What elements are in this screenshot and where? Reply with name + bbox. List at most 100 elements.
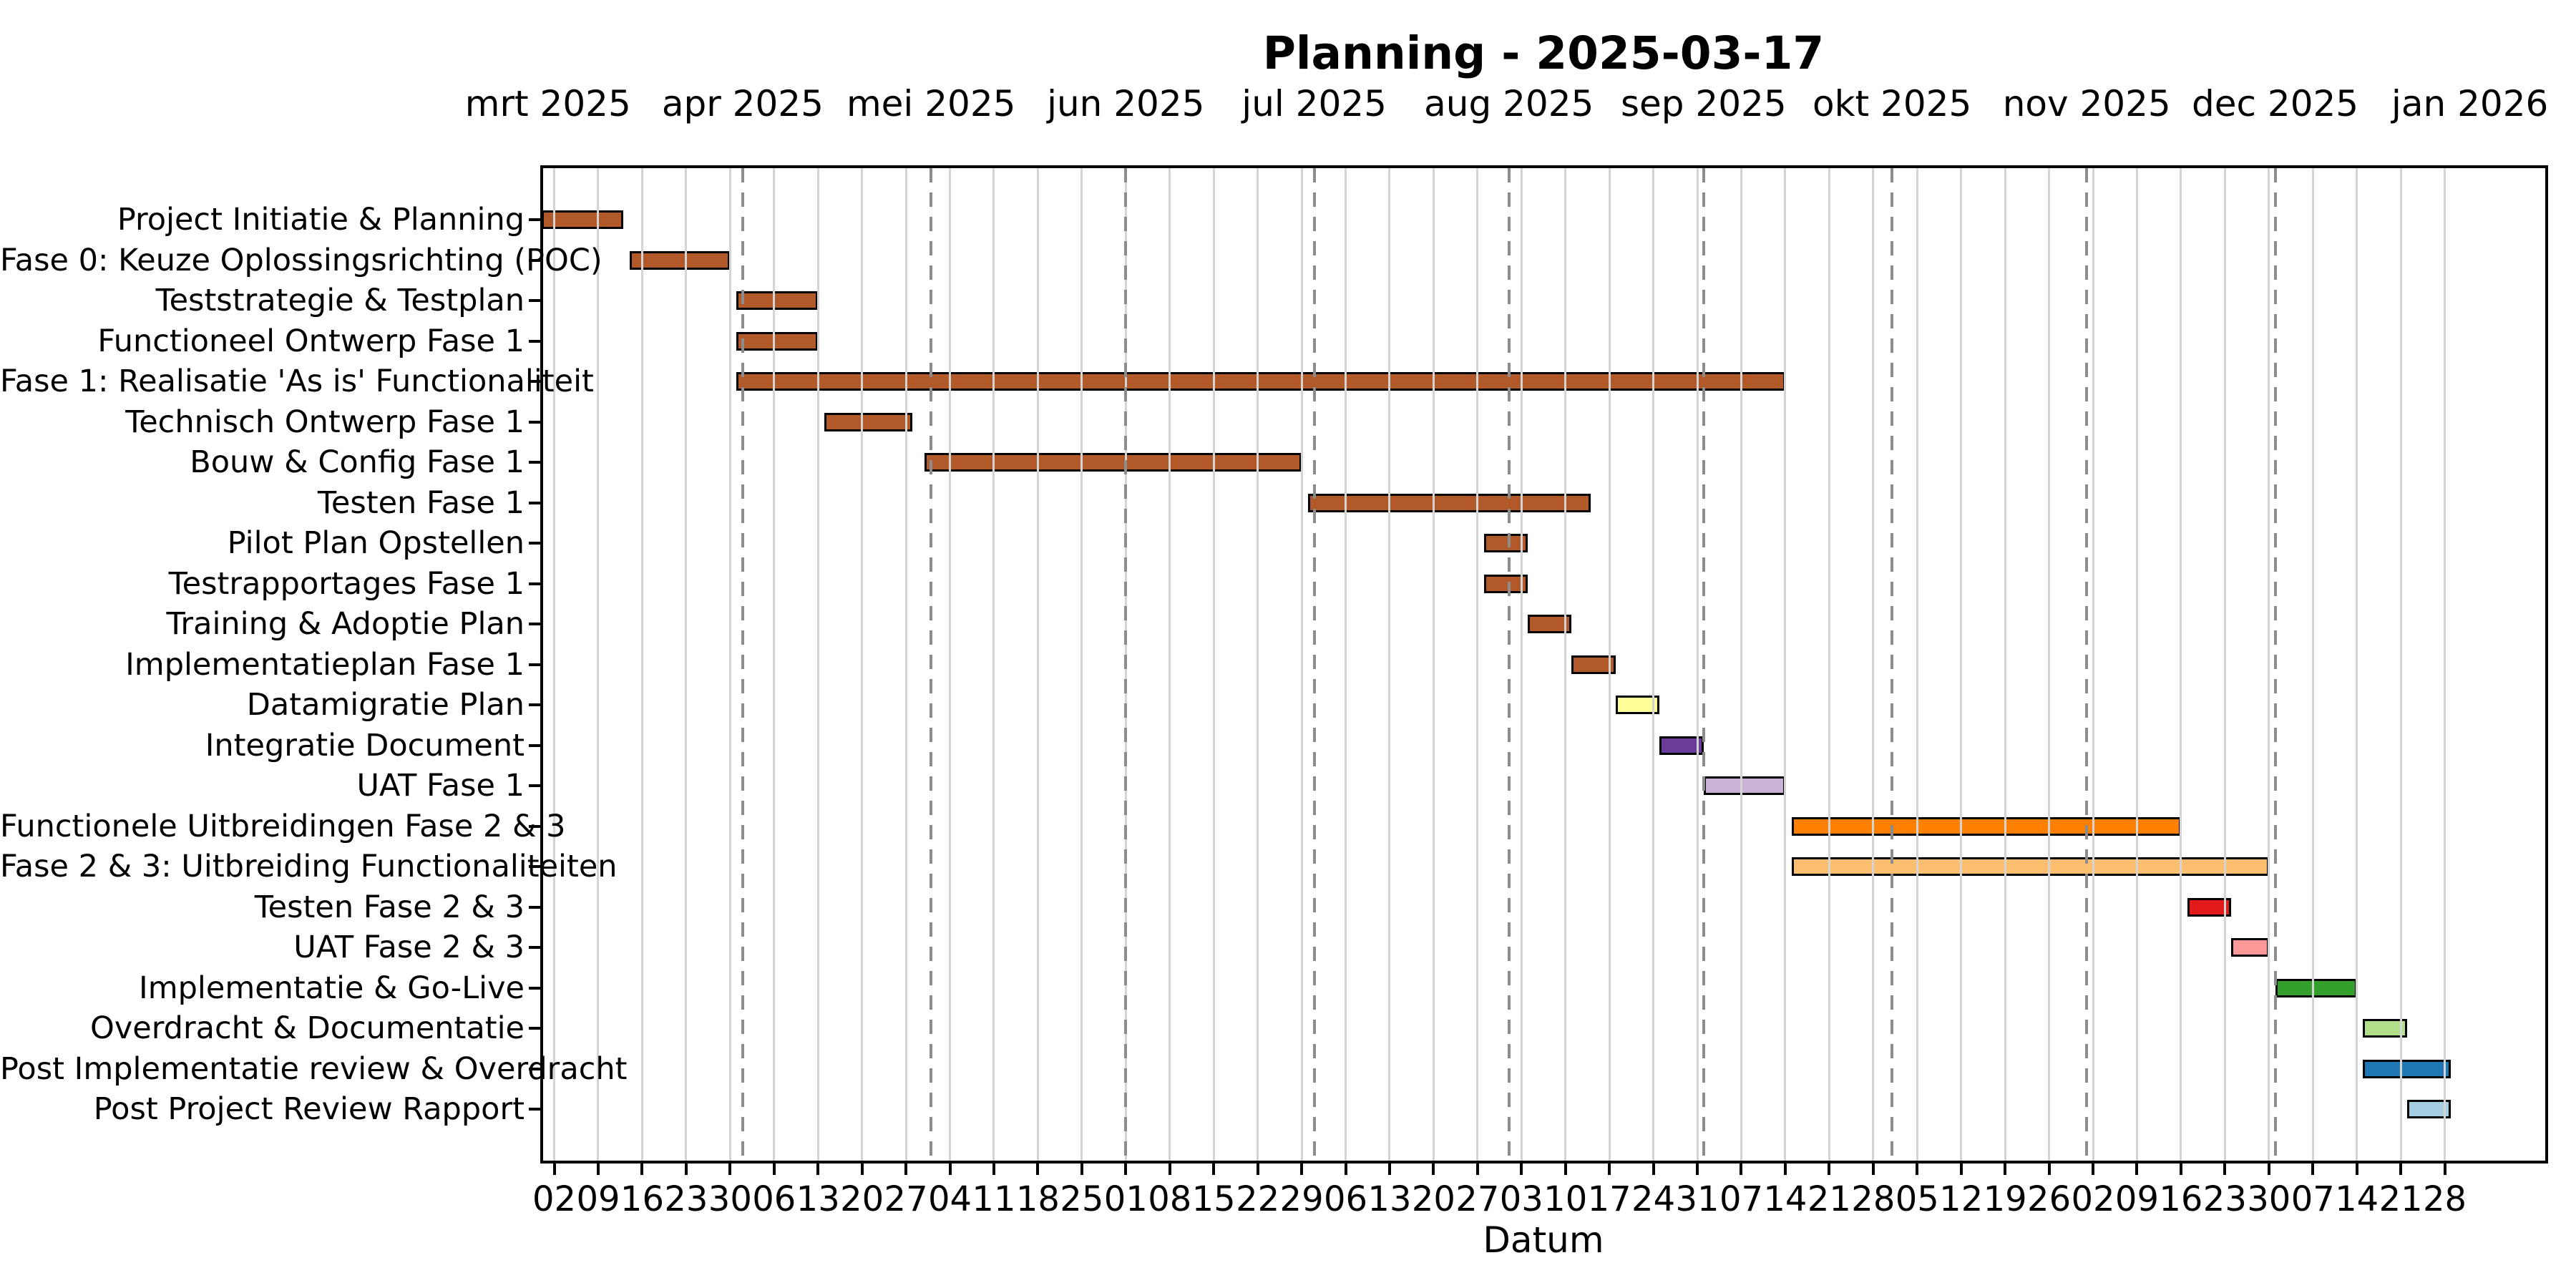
y-axis-tick: [529, 339, 540, 343]
x-axis-tick-label: 26: [2027, 1179, 2072, 1219]
x-axis-tick: [1036, 1163, 1040, 1175]
x-axis-tick-label: 09: [2114, 1179, 2159, 1219]
x-axis-tick-label: 31: [1675, 1179, 1719, 1219]
x-axis-tick: [1608, 1163, 1611, 1175]
y-axis-tick: [529, 299, 540, 302]
x-axis-title: Datum: [1483, 1219, 1604, 1261]
x-axis-tick-label: 08: [1148, 1179, 1192, 1219]
x-axis-tick: [1168, 1163, 1171, 1175]
x-axis-tick: [2179, 1163, 2182, 1175]
x-axis-tick: [1696, 1163, 1699, 1175]
x-axis-tick: [948, 1163, 952, 1175]
task-label: Fase 0: Keuze Oplossingsrichting (POC): [0, 242, 602, 278]
task-label: Post Project Review Rapport: [93, 1091, 525, 1127]
x-axis-tick-label: 30: [2247, 1179, 2291, 1219]
x-axis-tick-label: 13: [1367, 1179, 1412, 1219]
x-axis-tick: [1432, 1163, 1435, 1175]
month-label: mei 2025: [846, 83, 1016, 125]
x-axis-tick-label: 27: [884, 1179, 928, 1219]
x-axis-tick: [1563, 1163, 1567, 1175]
task-label: UAT Fase 1: [356, 768, 525, 804]
task-label: Implementatieplan Fase 1: [125, 646, 525, 683]
x-axis-tick-label: 20: [840, 1179, 884, 1219]
task-label: Testen Fase 1: [317, 484, 525, 521]
x-axis-tick-label: 16: [2159, 1179, 2203, 1219]
x-axis-tick-label: 17: [1587, 1179, 1631, 1219]
task-label: UAT Fase 2 & 3: [293, 930, 525, 965]
x-axis-tick: [1740, 1163, 1743, 1175]
y-axis-tick: [529, 946, 540, 949]
month-label: apr 2025: [661, 83, 824, 125]
month-label: jan 2026: [2391, 83, 2549, 125]
y-axis-tick: [529, 623, 540, 625]
x-axis-tick: [1124, 1163, 1128, 1175]
x-axis-tick-label: 02: [532, 1179, 577, 1219]
x-axis-tick-label: 14: [1763, 1179, 1807, 1219]
task-label: Testen Fase 2 & 3: [254, 889, 525, 925]
task-label: Bouw & Config Fase 1: [190, 444, 525, 480]
month-label: jul 2025: [1241, 83, 1387, 125]
task-label: Functionele Uitbreidingen Fase 2 & 3: [0, 808, 566, 844]
x-axis-tick: [2311, 1163, 2315, 1175]
y-axis-tick: [529, 743, 540, 747]
y-axis-tick: [529, 420, 540, 424]
x-axis-tick-label: 22: [1236, 1179, 1280, 1219]
y-axis-tick: [529, 703, 540, 706]
x-axis-tick-label: 04: [927, 1179, 972, 1219]
x-axis-tick-label: 06: [752, 1179, 796, 1219]
x-axis-tick-label: 30: [708, 1179, 752, 1219]
x-axis-tick: [1652, 1163, 1655, 1175]
x-axis-tick-label: 23: [2202, 1179, 2247, 1219]
y-axis-tick: [529, 582, 540, 585]
x-axis-tick: [1212, 1163, 1216, 1175]
x-axis-tick-label: 16: [620, 1179, 664, 1219]
x-axis-tick-label: 13: [796, 1179, 840, 1219]
task-label: Teststrategie & Testplan: [155, 283, 525, 318]
x-axis-tick-label: 15: [1191, 1179, 1236, 1219]
month-label: jun 2025: [1047, 83, 1205, 125]
x-axis-tick-label: 07: [1719, 1179, 1764, 1219]
task-label: Training & Adoptie Plan: [166, 606, 525, 642]
month-label: sep 2025: [1620, 83, 1787, 125]
x-axis-tick-label: 27: [1455, 1179, 1500, 1219]
y-axis-tick: [529, 542, 540, 545]
x-axis-tick: [772, 1163, 776, 1175]
x-axis-tick: [816, 1163, 820, 1175]
x-axis-tick: [1475, 1163, 1479, 1175]
x-axis-tick: [992, 1163, 995, 1175]
x-axis-tick: [1256, 1163, 1259, 1175]
x-axis-tick: [640, 1163, 644, 1175]
x-axis-tick-label: 18: [1015, 1179, 1060, 1219]
x-axis-tick: [2047, 1163, 2051, 1175]
task-label: Overdracht & Documentatie: [90, 1010, 525, 1046]
x-axis-tick: [728, 1163, 732, 1175]
x-axis-tick: [1959, 1163, 1963, 1175]
month-label: mrt 2025: [464, 83, 631, 125]
x-axis-tick-label: 09: [576, 1179, 620, 1219]
x-axis-tick: [1828, 1163, 1831, 1175]
x-axis-tick-label: 03: [1499, 1179, 1543, 1219]
task-label: Pilot Plan Opstellen: [227, 525, 525, 561]
y-axis-tick: [529, 501, 540, 504]
x-axis-tick: [1520, 1163, 1523, 1175]
x-axis-tick: [552, 1163, 556, 1175]
x-axis-tick: [1783, 1163, 1787, 1175]
x-axis-tick-label: 25: [1060, 1179, 1104, 1219]
x-axis-tick-label: 07: [2290, 1179, 2335, 1219]
x-axis-tick: [1387, 1163, 1391, 1175]
y-axis-tick: [529, 1027, 540, 1030]
x-axis-tick-label: 29: [1279, 1179, 1324, 1219]
month-label: aug 2025: [1424, 83, 1594, 125]
x-axis-tick: [2399, 1163, 2403, 1175]
task-label: Functioneel Ontwerp Fase 1: [97, 323, 525, 359]
x-axis-tick: [2004, 1163, 2007, 1175]
x-axis-tick-label: 06: [1323, 1179, 1368, 1219]
y-axis-tick: [529, 986, 540, 990]
chart-title: Planning - 2025-03-17: [1262, 27, 1825, 79]
x-axis-tick-label: 20: [1411, 1179, 1455, 1219]
x-axis-tick: [860, 1163, 864, 1175]
y-axis-tick: [529, 461, 540, 464]
plot-area: [540, 165, 2548, 1163]
x-axis-tick-label: 23: [664, 1179, 708, 1219]
x-axis-tick: [2135, 1163, 2139, 1175]
